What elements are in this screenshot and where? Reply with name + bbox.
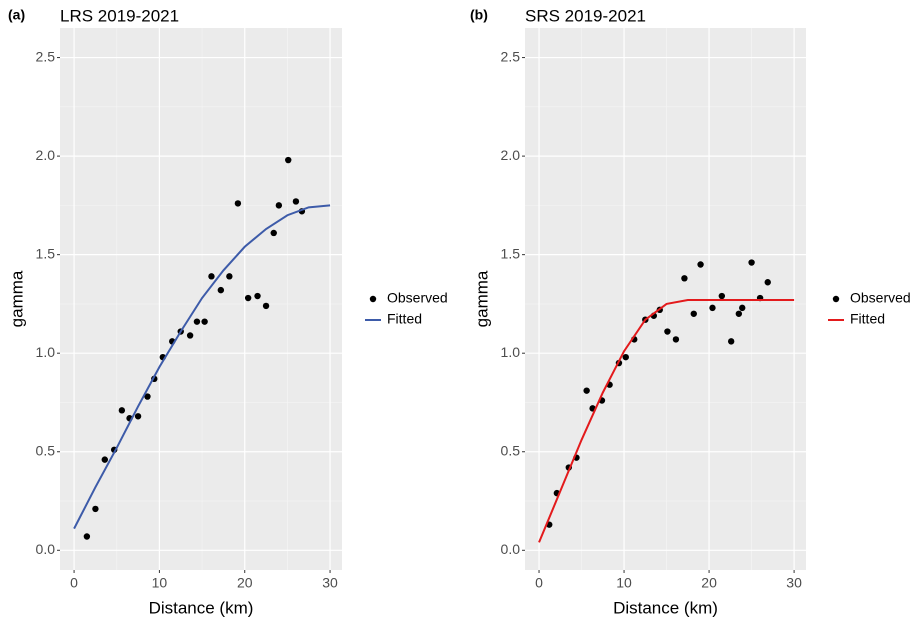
observed-point: [254, 292, 261, 300]
x-tick-label: 10: [152, 575, 168, 591]
observed-point: [764, 279, 771, 286]
x-tick-label: 20: [701, 575, 717, 591]
y-axis-title: gamma: [472, 270, 491, 327]
observed-point: [718, 292, 726, 300]
legend-key: [832, 295, 840, 303]
observed-point: [681, 275, 688, 282]
observed-point: [118, 407, 126, 414]
fitted-line: [73, 204, 331, 530]
observed-point: [270, 229, 277, 237]
observed-point: [735, 310, 743, 317]
observed-point: [234, 200, 242, 207]
observed-point: [217, 286, 225, 294]
x-tick-label: 20: [237, 575, 253, 591]
observed-point: [186, 332, 194, 339]
legend-label: Fitted: [387, 311, 422, 327]
panel-tag: (b): [470, 7, 488, 23]
observed-point: [727, 338, 735, 345]
observed-point: [92, 505, 99, 513]
y-axis-title: gamma: [7, 270, 26, 327]
observed-point: [672, 336, 680, 343]
observed-point: [134, 413, 142, 420]
legend-label: Observed: [387, 290, 448, 306]
observed-point: [285, 156, 292, 164]
x-tick-label: 0: [70, 575, 78, 591]
observed-point: [226, 273, 233, 280]
y-tick-label: 0.5: [36, 442, 56, 458]
observed-point: [201, 318, 208, 325]
legend-label: Fitted: [850, 311, 885, 327]
y-tick-label: 0.0: [501, 541, 521, 557]
y-tick-label: 2.5: [36, 48, 56, 64]
observed-point: [622, 353, 629, 361]
observed-point: [748, 259, 755, 266]
observed-point: [690, 310, 697, 317]
x-axis-title: Distance (km): [149, 598, 254, 617]
y-tick-label: 2.0: [501, 147, 521, 163]
y-tick-label: 0.0: [36, 541, 56, 557]
observed-point: [244, 294, 252, 302]
observed-point: [144, 393, 151, 400]
observed-point: [208, 273, 215, 280]
chart-title: SRS 2019-2021: [525, 6, 646, 25]
observed-point: [664, 328, 671, 335]
observed-point: [739, 304, 746, 312]
x-tick-label: 30: [786, 575, 802, 591]
observed-point: [583, 387, 590, 394]
fitted-line: [538, 298, 795, 543]
observed-point: [83, 533, 91, 540]
observed-point: [262, 302, 270, 310]
y-tick-label: 2.5: [501, 48, 521, 64]
y-tick-label: 1.5: [36, 245, 56, 261]
y-tick-label: 0.5: [501, 442, 521, 458]
observed-point: [193, 318, 201, 325]
y-tick-label: 1.0: [36, 344, 56, 360]
chart-title: LRS 2019-2021: [60, 6, 179, 25]
legend-label: Observed: [850, 290, 911, 306]
y-tick-label: 2.0: [36, 147, 56, 163]
y-tick-label: 1.5: [501, 245, 521, 261]
x-tick-label: 0: [535, 575, 543, 591]
y-tick-label: 1.0: [501, 344, 521, 360]
observed-point: [275, 202, 283, 209]
observed-point: [292, 198, 300, 205]
observed-point: [697, 261, 704, 268]
observed-point: [101, 456, 108, 463]
x-tick-label: 30: [322, 575, 338, 591]
observed-point: [709, 304, 716, 312]
x-tick-label: 10: [616, 575, 632, 591]
x-axis-title: Distance (km): [613, 598, 718, 617]
panel-tag: (a): [8, 7, 25, 23]
legend-key: [369, 295, 377, 303]
